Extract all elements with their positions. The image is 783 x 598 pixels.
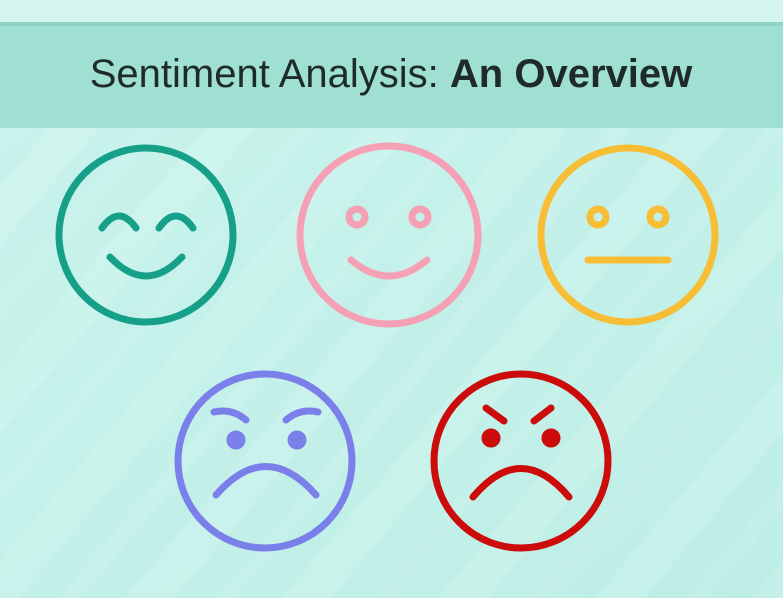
title-text: Sentiment Analysis: bbox=[90, 52, 439, 96]
header-band bbox=[0, 22, 783, 128]
title: Sentiment Analysis: An Overview bbox=[90, 52, 693, 96]
happy-face bbox=[55, 144, 237, 326]
title-emphasis: An Overview bbox=[450, 52, 693, 96]
header-edge bbox=[0, 22, 783, 26]
angry-face bbox=[430, 370, 612, 552]
neutral-face bbox=[537, 144, 719, 326]
smiling-face bbox=[296, 142, 482, 328]
sad-face bbox=[174, 370, 356, 552]
top-strip bbox=[0, 0, 783, 22]
